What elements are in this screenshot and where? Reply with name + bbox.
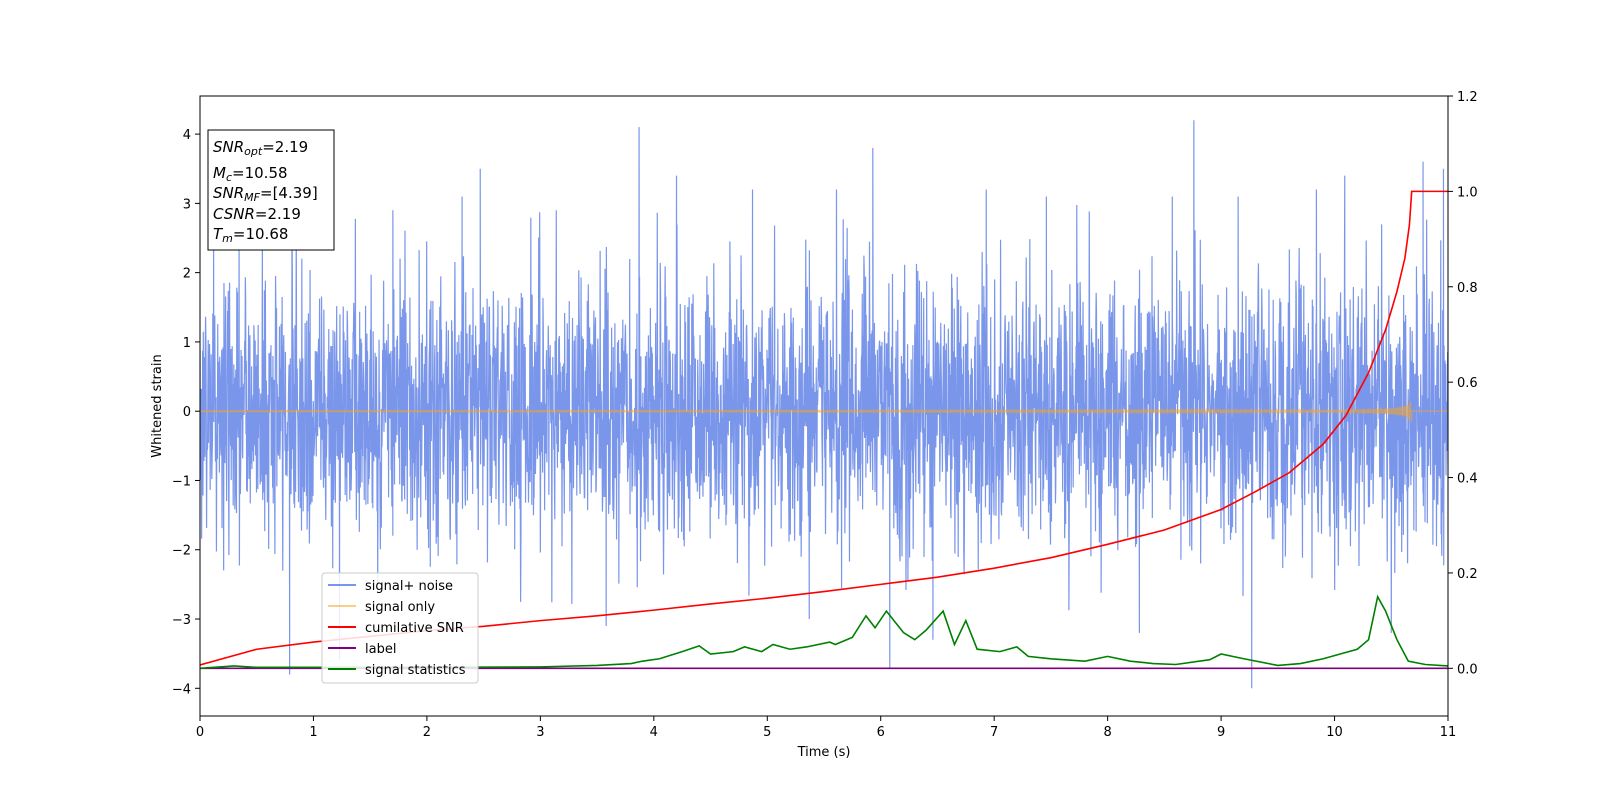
x-axis-label: Time (s) — [797, 745, 851, 760]
info-line: CSNR=2.19 — [213, 205, 301, 223]
info-box: SNRopt=2.19 Mc=10.58SNRMF=[4.39]CSNR=2.19… — [207, 129, 335, 251]
x-tick-label: 2 — [423, 725, 431, 740]
series-signal-statistics-line — [200, 594, 1448, 670]
x-tick-label: 8 — [1103, 725, 1111, 740]
y-axis-label: Whitened strain — [150, 354, 165, 457]
info-line: Tm=10.68 — [213, 225, 288, 245]
legend-label: label — [365, 642, 396, 657]
info-line: SNRMF=[4.39] — [213, 184, 318, 204]
y-left-tick-label: −4 — [172, 682, 191, 697]
x-tick-label: 5 — [763, 725, 771, 740]
y-left-tick-label: −3 — [172, 613, 191, 628]
x-axis: 0 1 2 3 4 5 6 7 8 9 10 11 — [196, 716, 1456, 740]
y-right-tick-label: 0.4 — [1457, 472, 1478, 487]
y-right-tick-label: 0.2 — [1457, 567, 1478, 582]
info-line: Mc=10.58 — [213, 164, 288, 184]
x-tick-label: 1 — [309, 725, 317, 740]
y-left-tick-label: −2 — [172, 544, 191, 559]
series-signal-only-line — [200, 400, 1448, 423]
y-axis-left: −4 −3 −2 −1 0 1 2 3 4 — [172, 128, 200, 697]
legend-label: signal only — [365, 600, 435, 615]
x-tick-label: 3 — [536, 725, 544, 740]
x-tick-label: 4 — [650, 725, 658, 740]
x-tick-label: 9 — [1217, 725, 1225, 740]
info-box-frame — [207, 129, 335, 251]
y-left-tick-label: 2 — [183, 267, 191, 282]
x-tick-label: 10 — [1326, 725, 1343, 740]
x-tick-label: 11 — [1440, 725, 1457, 740]
x-tick-label: 0 — [196, 725, 204, 740]
legend-frame — [321, 572, 479, 684]
y-right-tick-label: 0.0 — [1457, 662, 1478, 677]
legend-label: signal+ noise — [365, 579, 453, 594]
y-right-tick-label: 1.0 — [1457, 185, 1478, 200]
y-left-tick-label: −1 — [172, 474, 191, 489]
legend-label: cumilative SNR — [365, 621, 464, 636]
y-left-tick-label: 4 — [183, 128, 191, 143]
x-tick-label: 6 — [877, 725, 885, 740]
y-left-tick-label: 3 — [183, 197, 191, 212]
y-left-tick-label: 1 — [183, 336, 191, 351]
y-right-tick-label: 1.2 — [1457, 90, 1478, 105]
y-right-tick-label: 0.8 — [1457, 281, 1478, 296]
info-line: SNRopt=2.19 — [213, 138, 308, 158]
legend: signal+ noise signal only cumilative SNR la… — [321, 572, 479, 684]
x-tick-label: 7 — [990, 725, 998, 740]
plot-frame — [199, 95, 1449, 717]
y-axis-right: 0.0 0.2 0.4 0.6 0.8 1.0 1.2 — [1448, 90, 1478, 677]
legend-label: signal statistics — [365, 663, 466, 678]
y-left-tick-label: 0 — [183, 405, 191, 420]
y-right-tick-label: 0.6 — [1457, 376, 1478, 391]
